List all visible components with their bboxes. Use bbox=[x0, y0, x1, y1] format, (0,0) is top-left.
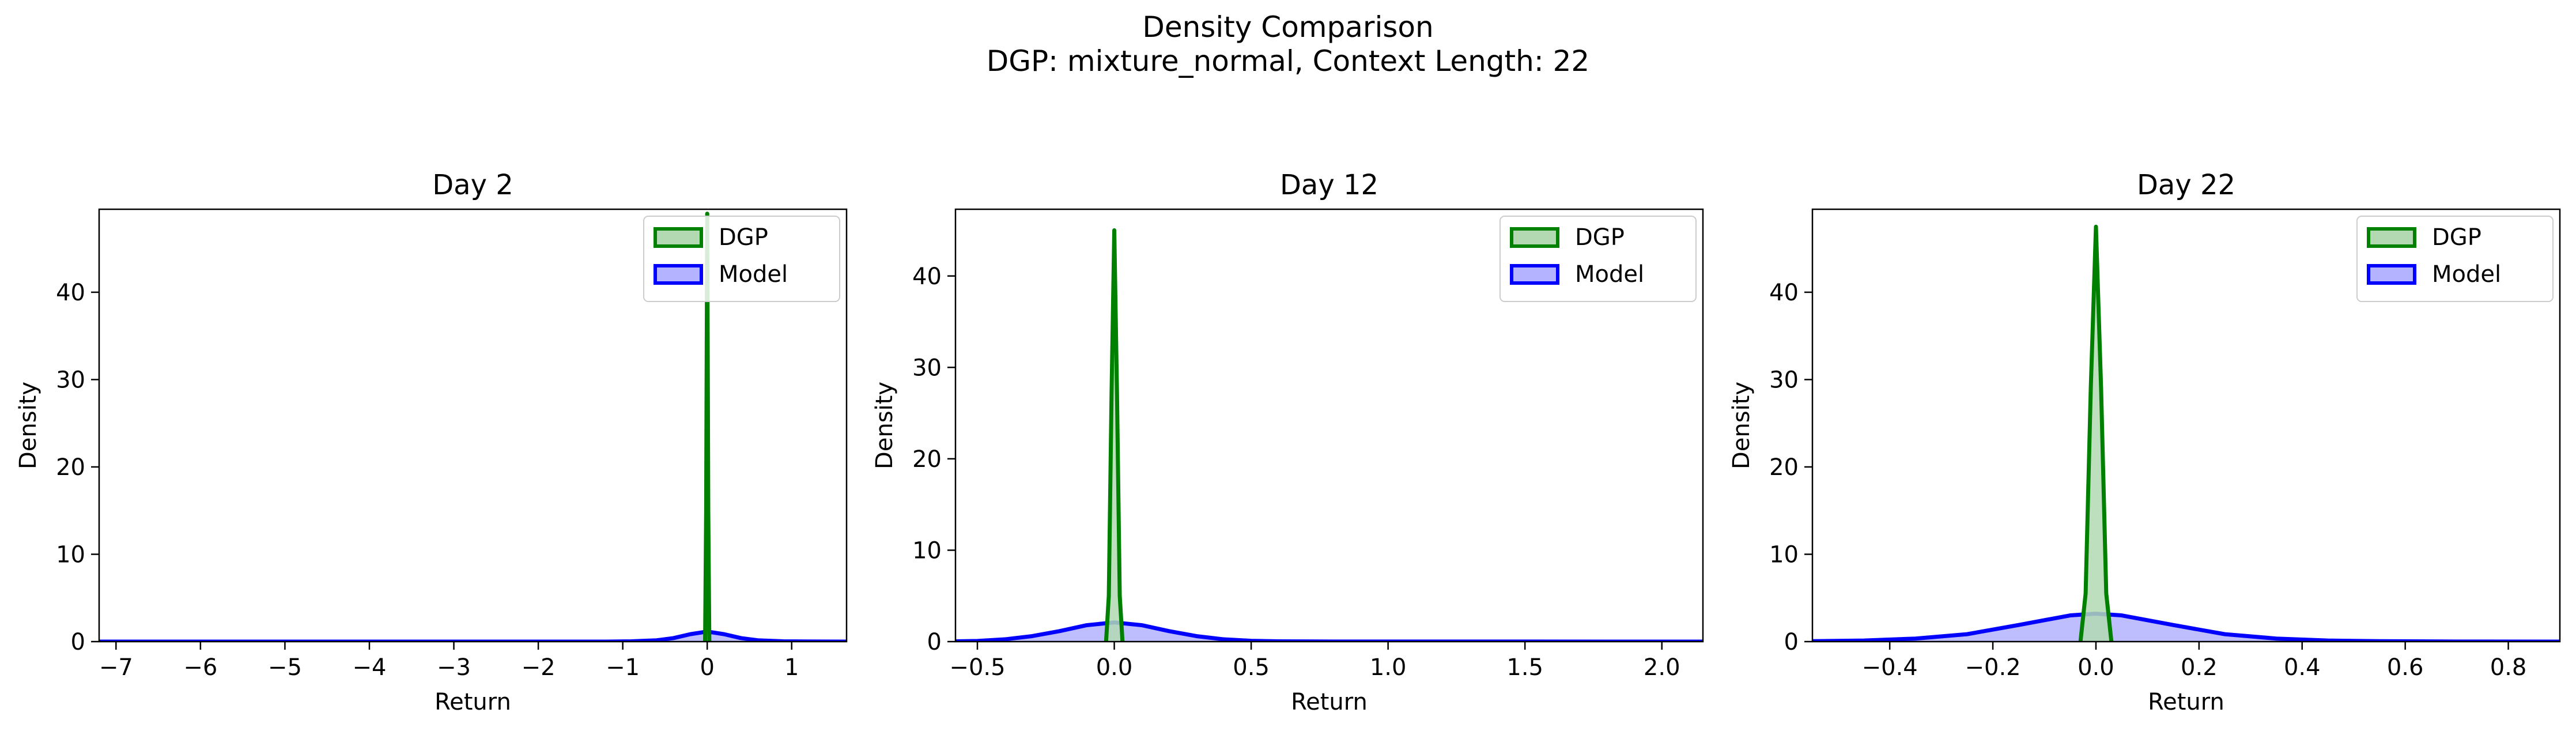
axes-frame bbox=[1811, 208, 2561, 643]
x-tick-label: −5 bbox=[268, 654, 302, 681]
dgp-legend-label: DGP bbox=[719, 224, 768, 251]
x-tick-label: 0.0 bbox=[2078, 654, 2114, 681]
y-tick-label: 10 bbox=[1769, 541, 1799, 568]
model-legend-swatch bbox=[1510, 264, 1559, 285]
y-axis-label: Density bbox=[15, 382, 41, 469]
dgp-legend-swatch bbox=[654, 227, 703, 248]
figure-title-line1: Density Comparison bbox=[1142, 10, 1433, 44]
dgp-legend-swatch bbox=[2367, 227, 2416, 248]
y-tick-label: 30 bbox=[1769, 367, 1799, 393]
y-tick-label: 0 bbox=[71, 629, 85, 655]
y-tick-label: 10 bbox=[56, 541, 85, 568]
y-tick-label: 10 bbox=[912, 537, 942, 564]
x-axis-label: Return bbox=[2148, 689, 2224, 715]
subplot-day-22: −0.4 −0.2 0.0 0.2 0.4 0.6 0.8 0 10 20 30 40 Day 22 Re… bbox=[1728, 169, 2561, 715]
x-tick-label: −6 bbox=[183, 654, 217, 681]
x-axis-label: Return bbox=[1291, 689, 1368, 715]
axes-frame bbox=[954, 208, 1704, 643]
dgp-density-line bbox=[2078, 224, 2114, 642]
x-axis-label: Return bbox=[435, 689, 511, 715]
x-tick-label: −0.5 bbox=[949, 654, 1005, 681]
x-tick-label: −7 bbox=[99, 654, 133, 681]
legend: DGP Model bbox=[643, 216, 840, 302]
subplot-day-12: −0.5 0.0 0.5 1.0 1.5 2.0 0 10 20 30 40 Day 12 Return… bbox=[871, 169, 1704, 715]
model-legend-label: Model bbox=[719, 261, 788, 288]
model-density-fill bbox=[99, 631, 847, 642]
model-legend-swatch bbox=[2367, 264, 2416, 285]
axes-frame bbox=[98, 208, 848, 643]
x-tick-label: 1 bbox=[784, 654, 799, 681]
x-tick-label: −4 bbox=[352, 654, 386, 681]
dgp-legend-label: DGP bbox=[2432, 224, 2481, 251]
y-axis-label: Density bbox=[871, 382, 898, 469]
x-tick-label: 0.8 bbox=[2490, 654, 2527, 681]
x-tick-label: 0.0 bbox=[1096, 654, 1133, 681]
y-tick-label: 20 bbox=[1769, 454, 1799, 481]
subplot-title: Day 12 bbox=[1280, 169, 1378, 201]
y-axis-label: Density bbox=[1728, 382, 1755, 469]
x-tick-label: 0.4 bbox=[2284, 654, 2321, 681]
x-tick-label: 1.5 bbox=[1506, 654, 1543, 681]
subplot-title: Day 2 bbox=[432, 169, 513, 201]
x-tick-label: 1.0 bbox=[1370, 654, 1407, 681]
x-tick-label: 0.6 bbox=[2387, 654, 2424, 681]
x-tick-label: −0.4 bbox=[1862, 654, 1918, 681]
legend: DGP Model bbox=[1499, 216, 1697, 302]
y-tick-label: 20 bbox=[912, 446, 942, 473]
x-tick-label: −3 bbox=[437, 654, 471, 681]
x-tick-label: 0 bbox=[700, 654, 714, 681]
x-tick-label: −0.2 bbox=[1965, 654, 2020, 681]
y-tick-label: 0 bbox=[1784, 629, 1799, 655]
dgp-legend-swatch bbox=[1510, 227, 1559, 248]
model-density-fill bbox=[955, 622, 1703, 642]
model-legend-swatch bbox=[654, 264, 703, 285]
x-tick-label: 0.5 bbox=[1233, 654, 1270, 681]
x-tick-label: −1 bbox=[606, 654, 640, 681]
model-legend-label: Model bbox=[1575, 261, 1644, 288]
legend: DGP Model bbox=[2356, 216, 2554, 302]
y-tick-label: 30 bbox=[56, 367, 85, 393]
dgp-legend-label: DGP bbox=[1575, 224, 1625, 251]
y-tick-label: 30 bbox=[912, 355, 942, 381]
model-legend-label: Model bbox=[2432, 261, 2501, 288]
x-tick-label: 0.2 bbox=[2181, 654, 2218, 681]
x-tick-label: −2 bbox=[522, 654, 556, 681]
y-tick-label: 40 bbox=[912, 263, 942, 290]
dgp-density-line bbox=[1104, 228, 1125, 642]
y-tick-label: 40 bbox=[56, 280, 85, 306]
y-tick-label: 40 bbox=[1769, 280, 1799, 306]
y-tick-label: 20 bbox=[56, 454, 85, 481]
subplot-title: Day 22 bbox=[2137, 169, 2235, 201]
x-tick-label: 2.0 bbox=[1644, 654, 1680, 681]
dgp-density-line bbox=[703, 212, 712, 642]
y-tick-label: 0 bbox=[927, 629, 942, 655]
figure-title-line2: DGP: mixture_normal, Context Length: 22 bbox=[987, 44, 1589, 78]
